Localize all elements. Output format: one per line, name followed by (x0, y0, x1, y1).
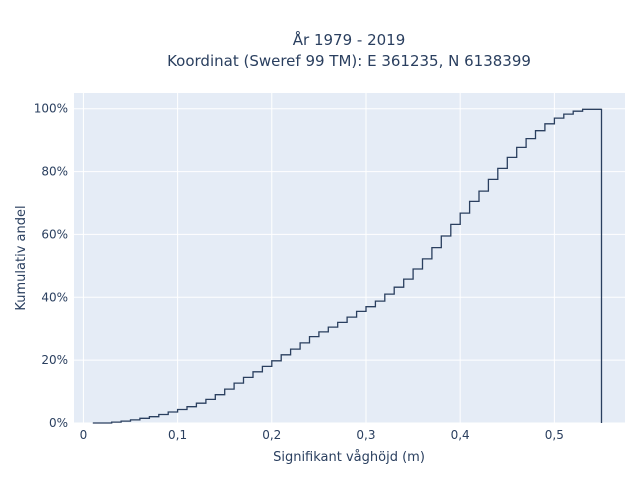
chart-title-line1: År 1979 - 2019 (293, 30, 406, 49)
x-tick-label: 0,5 (545, 428, 564, 442)
x-tick-label: 0 (80, 428, 88, 442)
grid-lines (74, 93, 625, 424)
tick-labels: 0 0,1 0,2 0,3 0,4 0,5 0% 20% 40% 60% 80% 100% (34, 102, 564, 442)
x-tick-label: 0,3 (356, 428, 375, 442)
y-tick-label: 20% (41, 353, 68, 367)
series-layer (92, 108, 603, 424)
y-tick-label: 80% (41, 165, 68, 179)
x-axis-label: Signifikant våghöjd (m) (273, 450, 425, 465)
y-tick-label: 100% (34, 102, 68, 116)
y-tick-label: 0% (49, 416, 68, 430)
x-tick-label: 0,2 (262, 428, 281, 442)
chart-title-line2: Koordinat (Sweref 99 TM): E 361235, N 61… (167, 52, 531, 70)
y-tick-label: 40% (41, 290, 68, 304)
ecdf-step-line (92, 108, 603, 424)
y-tick-label: 60% (41, 227, 68, 241)
x-tick-label: 0,1 (168, 428, 187, 442)
plot-area (74, 93, 625, 423)
x-tick-label: 0,4 (451, 428, 470, 442)
y-axis-label: Kumulativ andel (14, 205, 29, 310)
